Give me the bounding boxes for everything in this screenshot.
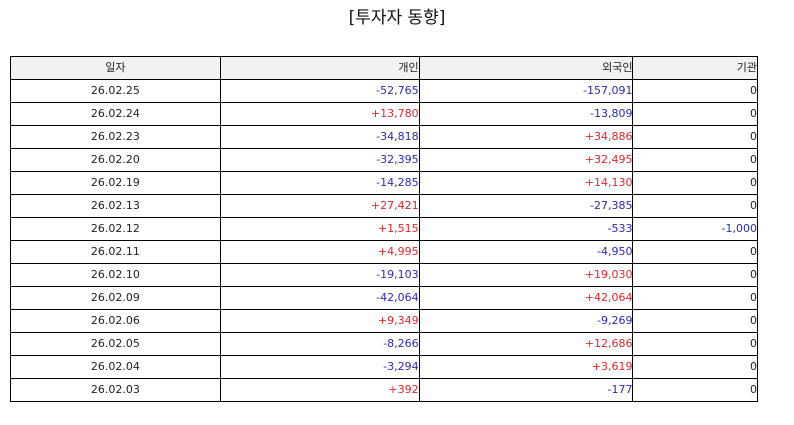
table-row: 26.02.25 -52,765 -157,091 0 xyxy=(10,79,758,103)
cell-foreign: -4,950 xyxy=(418,240,634,264)
cell-foreign: +19,030 xyxy=(418,263,634,287)
page-title: [투자자 동향] xyxy=(348,8,446,28)
table-row: 26.02.19 -14,285 +14,130 0 xyxy=(10,171,758,195)
cell-individual: -34,818 xyxy=(219,125,420,149)
cell-foreign: -13,809 xyxy=(418,102,634,126)
cell-institution: 0 xyxy=(632,263,758,287)
table-body: 26.02.25 -52,765 -157,091 0 26.02.24 +13,780-… xyxy=(10,79,758,402)
cell-institution: 0 xyxy=(632,102,758,126)
table-row: 26.02.05 -8,266 +12,686 0 xyxy=(10,332,758,356)
table-row: 26.02.24 +13,780 -13,809 0 xyxy=(10,102,758,126)
cell-date: 26.02.19 xyxy=(10,171,221,195)
cell-foreign: +34,886 xyxy=(418,125,634,149)
table-row: 26.02.23 -34,818 +34,886 0 xyxy=(10,125,758,149)
cell-foreign: +3,619 xyxy=(418,355,634,379)
cell-date: 26.02.24 xyxy=(10,102,221,126)
cell-institution: 0 xyxy=(632,125,758,149)
cell-individual: -19,103 xyxy=(219,263,420,287)
cell-institution: 0 xyxy=(632,355,758,379)
cell-individual: -32,395 xyxy=(219,148,420,172)
cell-date: 26.02.12 xyxy=(10,217,221,241)
table-row: 26.02.06 +9,349 -9,269 0 xyxy=(10,309,758,333)
table-row: 26.02.11 +4,995 -4,950 0 xyxy=(10,240,758,264)
cell-institution: 0 xyxy=(632,286,758,310)
column-header-date: 일자 xyxy=(10,56,221,80)
cell-foreign: -9,269 xyxy=(418,309,634,333)
cell-individual: +27,421 xyxy=(219,194,420,218)
cell-foreign: +14,130 xyxy=(418,171,634,195)
cell-date: 26.02.23 xyxy=(10,125,221,149)
cell-institution: 0 xyxy=(632,79,758,103)
column-header-institution: 기관 xyxy=(632,56,758,80)
cell-date: 26.02.09 xyxy=(10,286,221,310)
cell-institution: 0 xyxy=(632,378,758,402)
cell-foreign: +32,495 xyxy=(418,148,634,172)
cell-individual: -3,294 xyxy=(219,355,420,379)
cell-individual: +392 xyxy=(219,378,420,402)
cell-foreign: -177 xyxy=(418,378,634,402)
table-row: 26.02.03 +392 -177 0 xyxy=(10,378,758,402)
cell-institution: 0 xyxy=(632,240,758,264)
cell-individual: -8,266 xyxy=(219,332,420,356)
cell-date: 26.02.06 xyxy=(10,309,221,333)
table-row: 26.02.20 -32,395 +32,495 0 xyxy=(10,148,758,172)
column-header-individual: 개인 xyxy=(219,56,420,80)
cell-date: 26.02.03 xyxy=(10,378,221,402)
cell-individual: -14,285 xyxy=(219,171,420,195)
cell-individual: +4,995 xyxy=(219,240,420,264)
cell-date: 26.02.25 xyxy=(10,79,221,103)
table-row: 26.02.13 +27,421 -27,385 0 xyxy=(10,194,758,218)
table-row: 26.02.10 -19,103 +19,030 0 xyxy=(10,263,758,287)
column-header-foreign: 외국인 xyxy=(418,56,634,80)
cell-foreign: +12,686 xyxy=(418,332,634,356)
table-row: 26.02.04 -3,294 +3,619 0 xyxy=(10,355,758,379)
table-row: 26.02.12 +1,515 -533 -1,000 xyxy=(10,217,758,241)
cell-institution: 0 xyxy=(632,148,758,172)
table-row: 26.02.09 -42,064 +42,064 0 xyxy=(10,286,758,310)
cell-institution: -1,000 xyxy=(632,217,758,241)
cell-institution: 0 xyxy=(632,171,758,195)
cell-foreign: -533 xyxy=(418,217,634,241)
cell-date: 26.02.04 xyxy=(10,355,221,379)
cell-foreign: -27,385 xyxy=(418,194,634,218)
cell-individual: +13,780 xyxy=(219,102,420,126)
cell-foreign: -157,091 xyxy=(418,79,634,103)
cell-individual: -52,765 xyxy=(219,79,420,103)
cell-date: 26.02.20 xyxy=(10,148,221,172)
cell-individual: -42,064 xyxy=(219,286,420,310)
cell-individual: +9,349 xyxy=(219,309,420,333)
cell-date: 26.02.13 xyxy=(10,194,221,218)
cell-foreign: +42,064 xyxy=(418,286,634,310)
investor-trend-table: 일자 개인 외국인 기관 26.02.25 -52,765 -157,091 0 26.… xyxy=(10,56,758,402)
cell-institution: 0 xyxy=(632,309,758,333)
cell-date: 26.02.11 xyxy=(10,240,221,264)
cell-date: 26.02.10 xyxy=(10,263,221,287)
table-header-row: 일자 개인 외국인 기관 xyxy=(10,56,758,80)
cell-institution: 0 xyxy=(632,332,758,356)
cell-date: 26.02.05 xyxy=(10,332,221,356)
cell-institution: 0 xyxy=(632,194,758,218)
cell-individual: +1,515 xyxy=(219,217,420,241)
